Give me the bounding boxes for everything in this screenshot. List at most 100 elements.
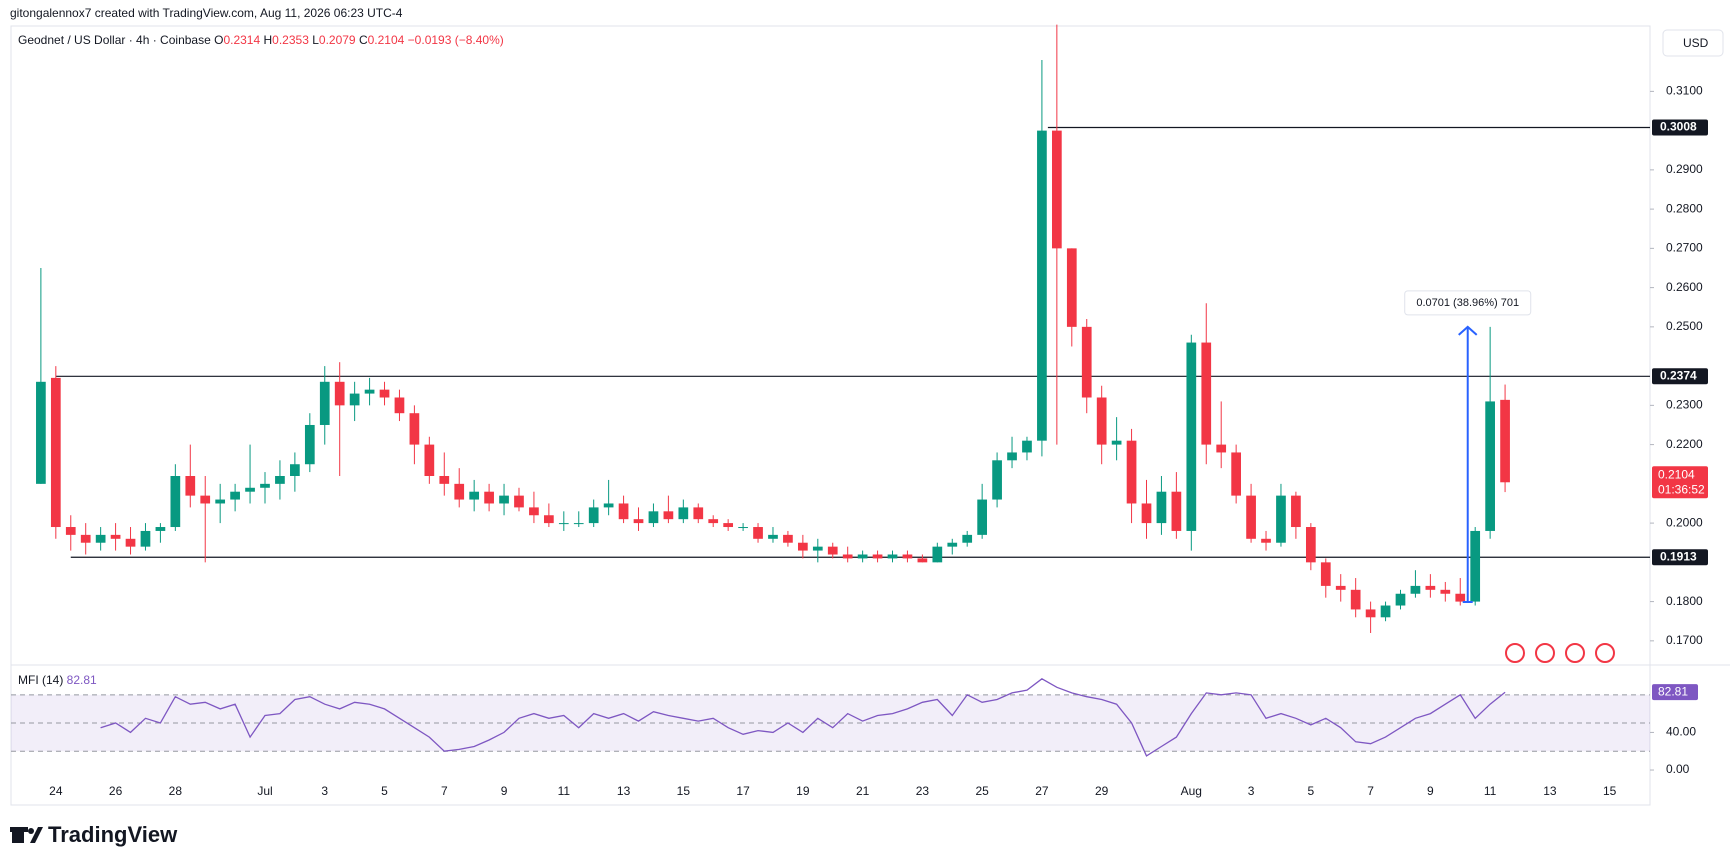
candle-body — [424, 444, 435, 477]
candle-body — [1066, 248, 1077, 327]
event-icon — [1505, 643, 1525, 663]
x-tick-label: 13 — [617, 784, 631, 798]
candle-body — [215, 499, 226, 504]
candle-body — [1051, 130, 1062, 249]
candle-body — [514, 495, 524, 508]
candle-body — [1007, 452, 1017, 461]
x-tick-label: 9 — [1427, 784, 1434, 798]
x-tick-label: 3 — [1248, 784, 1255, 798]
currency[interactable]: USD — [1683, 36, 1709, 50]
candle-body — [648, 511, 659, 524]
candle-body — [753, 527, 763, 539]
x-tick-label: 13 — [1543, 784, 1557, 798]
currency-button[interactable] — [1662, 29, 1724, 57]
x-tick-label: 23 — [916, 784, 930, 798]
mfi-tag — [1652, 684, 1698, 701]
x-tick-label: 3 — [321, 784, 328, 798]
y-tick-label: 0.2700 — [1666, 241, 1703, 255]
candle-body — [1111, 440, 1122, 445]
x-tick-label: 11 — [1484, 784, 1497, 798]
legend-value: 0.2314 — [223, 33, 263, 47]
candle-body — [827, 546, 838, 555]
candle-body — [1201, 342, 1212, 445]
legend-value: 0.2079 — [319, 33, 359, 47]
candle-body — [723, 523, 734, 528]
price-tag — [1652, 466, 1708, 499]
candle-body — [1425, 585, 1436, 590]
candle-body — [977, 499, 988, 535]
candle-body — [872, 554, 883, 559]
y-tick-label: 0.1800 — [1666, 594, 1703, 608]
price-tag-value: 0.2104 — [1658, 467, 1695, 481]
candle-body — [1440, 589, 1451, 594]
y-tick-label: 0.2600 — [1666, 280, 1703, 294]
legend-value: 0.2104 — [368, 33, 408, 47]
candle-body — [1037, 130, 1047, 441]
candle-body — [50, 377, 61, 528]
x-tick-label: 9 — [501, 784, 508, 798]
header: gitongalennox7 created with TradingView.… — [10, 6, 403, 20]
candle-body — [1500, 399, 1510, 483]
candle-body — [1305, 527, 1316, 563]
candle-body — [245, 487, 255, 492]
candle-body — [1380, 605, 1391, 618]
legend-change: −0.0193 (−8.40%) — [408, 33, 504, 47]
candle-body — [558, 523, 569, 525]
countdown: 01:36:52 — [1658, 482, 1705, 496]
candle-body — [454, 483, 465, 500]
candle-body — [155, 527, 166, 531]
candle-body — [633, 519, 644, 524]
candle-body — [1081, 326, 1092, 398]
candle-body — [678, 507, 689, 520]
candle-body — [1171, 491, 1182, 531]
x-tick-label: Jul — [257, 784, 272, 798]
y-tick-label: 0.2000 — [1666, 515, 1703, 529]
candle-body — [588, 507, 599, 524]
candle-body — [1216, 444, 1227, 453]
legend-key: C — [359, 33, 368, 47]
logo-icon — [10, 827, 43, 843]
x-tick-label: 26 — [109, 784, 123, 798]
candle-body — [1231, 452, 1241, 496]
x-tick-label: 15 — [677, 784, 691, 798]
x-tick-label: 15 — [1603, 784, 1617, 798]
x-tick-label: 27 — [1035, 784, 1049, 798]
candle-body — [1410, 585, 1421, 594]
x-tick-label: 29 — [1095, 784, 1109, 798]
x-tick-label: 5 — [1308, 784, 1315, 798]
level-tag — [1652, 368, 1708, 385]
x-tick-label: 11 — [558, 784, 571, 798]
level-tag — [1652, 549, 1708, 566]
candle-body — [349, 393, 360, 406]
candle-body — [499, 495, 509, 504]
level-label: 0.3008 — [1660, 120, 1697, 134]
event-icon — [1595, 643, 1615, 663]
candle-body — [887, 554, 898, 559]
candle-body — [334, 381, 345, 406]
candle-body — [1291, 495, 1301, 528]
x-tick-label: 5 — [381, 784, 388, 798]
y-tick-label: 0.2200 — [1666, 437, 1703, 451]
legend-key: H — [264, 33, 273, 47]
y-tick-label: 0.2800 — [1666, 201, 1703, 215]
candle-body — [304, 424, 315, 465]
candle-body — [1276, 495, 1286, 543]
candle-body — [80, 534, 91, 543]
candle-body — [140, 530, 151, 547]
candle-body — [842, 554, 853, 559]
legend-title: Geodnet / US Dollar · 4h · Coinbase — [18, 33, 214, 47]
candle-body — [200, 495, 211, 504]
candle-body — [529, 507, 539, 516]
level-tag — [1652, 119, 1708, 136]
candle-body — [768, 534, 778, 539]
candle-body — [603, 503, 614, 508]
arrow-head — [1458, 325, 1478, 336]
candle-body — [573, 523, 584, 525]
candle-body — [1455, 593, 1466, 602]
candle-body — [857, 554, 868, 559]
candle-body — [798, 542, 808, 551]
candle-body — [290, 464, 300, 477]
x-tick-label: 21 — [856, 784, 870, 798]
